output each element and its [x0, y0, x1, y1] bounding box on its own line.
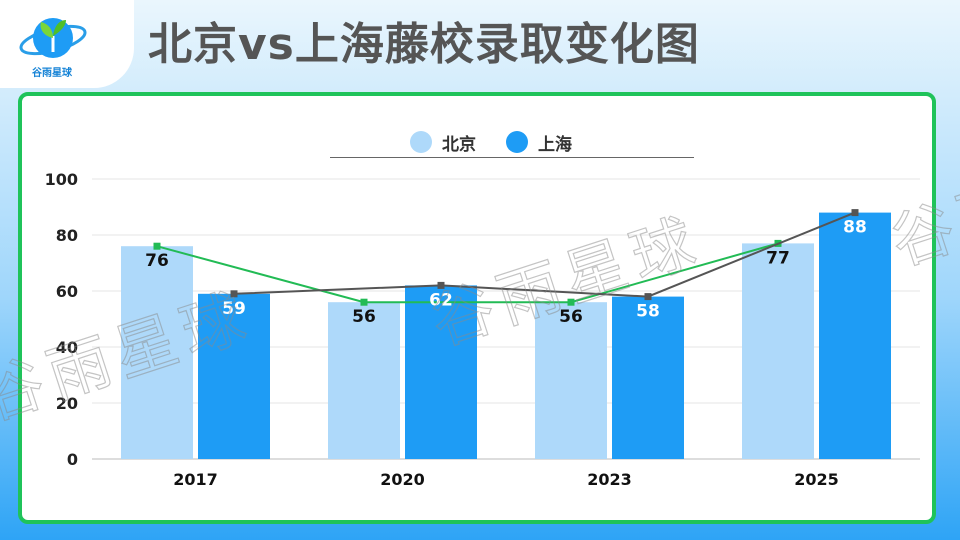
legend-item-shanghai: 上海	[506, 130, 572, 155]
data-label: 77	[766, 248, 790, 268]
data-label: 88	[843, 218, 867, 238]
y-tick-label: 0	[67, 450, 78, 469]
legend-label-beijing: 北京	[442, 134, 476, 155]
data-label: 56	[559, 307, 583, 327]
trend-marker	[851, 209, 859, 217]
bar-shanghai-2020	[405, 285, 477, 459]
data-label: 56	[352, 307, 376, 327]
trend-marker	[230, 290, 238, 298]
trend-marker	[153, 242, 161, 250]
bar-shanghai-2023	[612, 296, 684, 459]
x-axis-labels: 2017 2020 2023 2025	[173, 470, 839, 489]
trend-marker	[567, 298, 575, 306]
x-tick-label: 2023	[587, 470, 632, 489]
bar-beijing-2023	[535, 302, 607, 459]
legend-dot-shanghai	[506, 131, 528, 153]
legend-dot-beijing	[410, 131, 432, 153]
trend-lines-layer	[153, 209, 859, 306]
y-tick-label: 80	[56, 226, 78, 245]
trend-marker	[437, 281, 445, 289]
data-label: 62	[429, 290, 453, 310]
trend-marker	[644, 293, 652, 301]
y-tick-label: 60	[56, 282, 78, 301]
data-labels-layer: 76 59 56 62 56 58 77 88	[145, 218, 867, 328]
page-title: 北京vs上海藤校录取变化图	[148, 19, 700, 70]
x-tick-label: 2017	[173, 470, 218, 489]
bar-beijing-2025	[742, 243, 814, 459]
legend-label-shanghai: 上海	[538, 134, 572, 155]
bar-beijing-2020	[328, 302, 400, 459]
x-tick-label: 2025	[794, 470, 839, 489]
bar-shanghai-2025	[819, 212, 891, 459]
trend-line-beijing	[156, 242, 779, 304]
bars-layer	[121, 212, 891, 459]
y-tick-label: 40	[56, 338, 78, 357]
trend-marker	[360, 298, 368, 306]
data-label: 76	[145, 251, 169, 271]
legend: 北京 上海	[410, 128, 572, 156]
y-axis-labels: 0 20 40 60 80 100	[45, 170, 78, 469]
trend-line-shanghai	[233, 211, 856, 298]
data-label: 59	[222, 299, 246, 319]
logo-text: 谷雨星球	[32, 68, 72, 79]
data-label: 58	[636, 302, 660, 322]
bar-beijing-2017	[121, 246, 193, 459]
x-tick-label: 2020	[380, 470, 425, 489]
watermark-text: 谷雨星球	[882, 123, 960, 279]
logo-badge: 谷雨星球	[0, 0, 134, 88]
sprout-logo-icon	[19, 18, 87, 58]
bar-shanghai-2017	[198, 293, 270, 459]
y-tick-label: 20	[56, 394, 78, 413]
legend-item-beijing: 北京	[410, 130, 476, 155]
y-tick-label: 100	[45, 170, 78, 189]
legend-divider	[330, 157, 694, 158]
